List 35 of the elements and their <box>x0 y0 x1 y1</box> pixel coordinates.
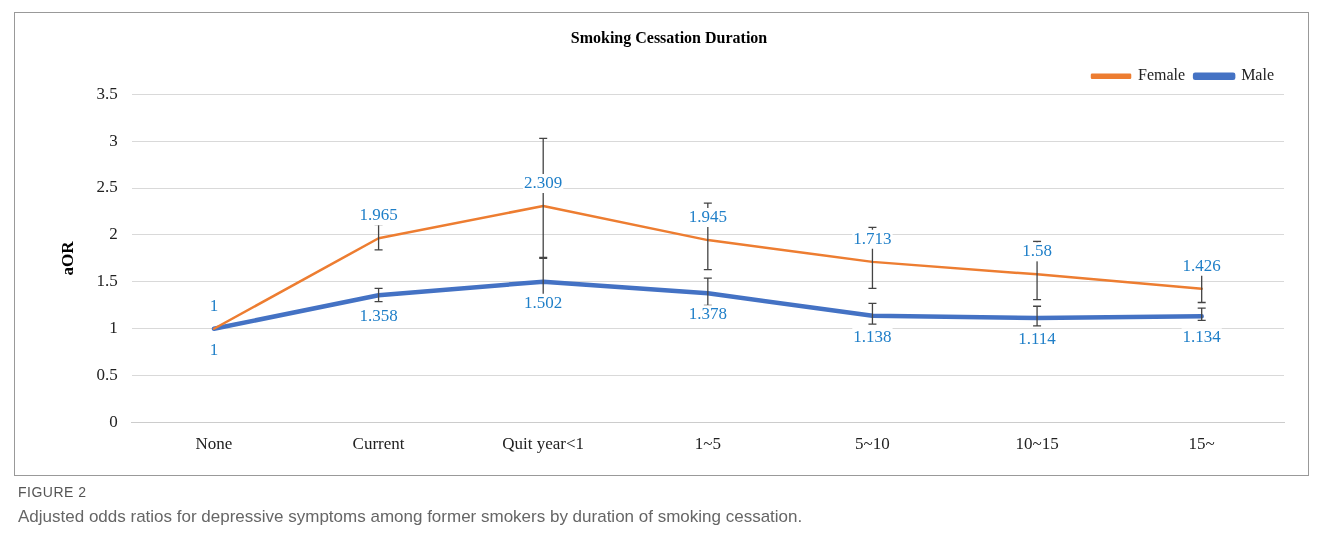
legend-label: Female <box>1138 66 1186 84</box>
y-tick-label: 3.5 <box>96 83 118 103</box>
data-label: 1.713 <box>853 228 892 248</box>
y-tick-label: 2 <box>109 224 118 244</box>
data-label: 1.138 <box>853 326 892 346</box>
y-tick-label: 1 <box>109 318 118 338</box>
data-label: 1 <box>209 339 219 359</box>
y-axis-title: aOR <box>57 240 77 276</box>
y-tick-label: 1.5 <box>96 271 118 291</box>
y-tick-label: 0 <box>109 412 118 432</box>
data-label: 1.426 <box>1182 255 1221 275</box>
data-label: 1.114 <box>1018 329 1057 349</box>
y-tick-label: 2.5 <box>96 177 118 197</box>
x-tick-label: 1~5 <box>694 434 721 454</box>
data-label: 1.378 <box>688 304 727 324</box>
data-label: 1.134 <box>1182 327 1222 347</box>
x-tick-label: 5~10 <box>855 434 890 454</box>
x-tick-label: 10~15 <box>1015 434 1059 454</box>
data-label: 1.358 <box>359 306 398 326</box>
y-tick-label: 0.5 <box>96 365 118 385</box>
y-tick-label: 3 <box>109 130 118 150</box>
x-tick-label: Current <box>352 434 405 454</box>
x-tick-label: 15~ <box>1188 434 1215 454</box>
x-tick-label: Quit year<1 <box>502 434 585 454</box>
caption: FIGURE 2 <box>18 484 87 500</box>
text: Adjusted odds ratios for depressive symptoms among former smokers by duration of smoking cessation. <box>18 507 803 527</box>
legend-label: Male <box>1241 66 1274 84</box>
data-label: 2.309 <box>524 172 563 192</box>
data-label: 1.945 <box>688 207 727 227</box>
chart-title: Smoking Cessation Duration <box>570 28 768 47</box>
data-label: 1.58 <box>1022 241 1052 261</box>
x-tick-label: None <box>195 434 233 454</box>
data-label: 1.502 <box>524 292 563 312</box>
data-label: 1 <box>209 295 219 315</box>
data-label: 1.965 <box>359 205 398 225</box>
